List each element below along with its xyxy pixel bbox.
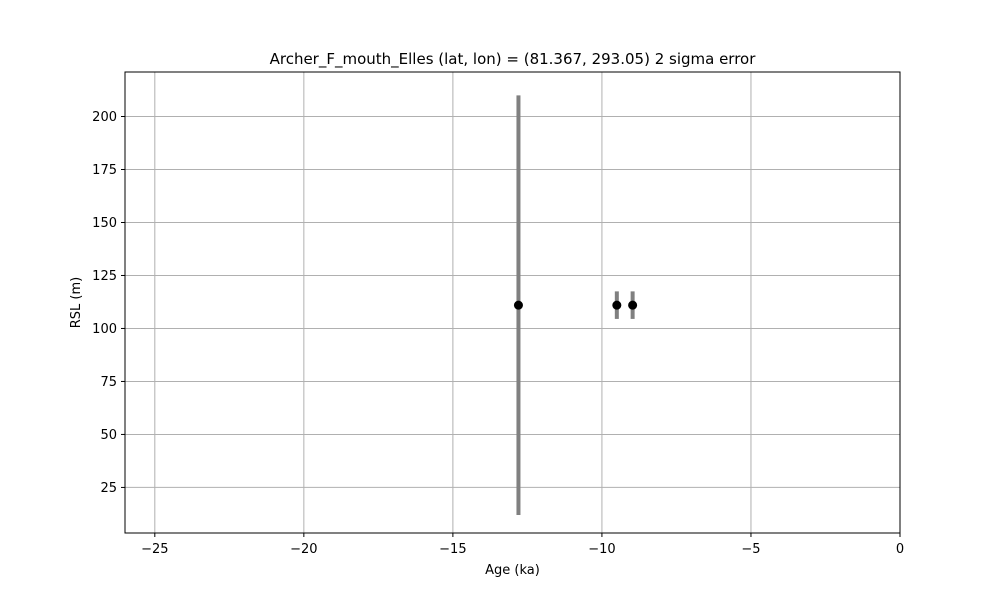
data-point bbox=[612, 300, 622, 310]
y-tick-label: 75 bbox=[100, 375, 117, 390]
y-tick-label: 150 bbox=[92, 216, 117, 231]
y-tick-label: 100 bbox=[92, 322, 117, 337]
x-tick-label: −15 bbox=[439, 542, 466, 557]
chart-title: Archer_F_mouth_Elles (lat, lon) = (81.36… bbox=[270, 50, 757, 69]
x-tick-label: −20 bbox=[290, 542, 317, 557]
x-tick-label: −5 bbox=[741, 542, 760, 557]
data-points bbox=[513, 300, 638, 310]
y-axis-ticks: 25 50 75 100 125 150 175 200 bbox=[92, 110, 125, 496]
x-axis-ticks: −25 −20 −15 −10 −5 0 bbox=[141, 533, 904, 557]
data-point bbox=[628, 300, 638, 310]
x-tick-label: −25 bbox=[141, 542, 168, 557]
x-tick-label: 0 bbox=[896, 542, 904, 557]
y-axis-label: RSL (m) bbox=[69, 277, 84, 328]
grid-lines bbox=[125, 72, 901, 533]
y-tick-label: 200 bbox=[92, 110, 117, 125]
y-tick-label: 25 bbox=[100, 481, 117, 496]
y-tick-label: 50 bbox=[100, 428, 117, 443]
x-axis-label: Age (ka) bbox=[485, 563, 540, 578]
y-tick-label: 175 bbox=[92, 163, 117, 178]
plot-frame bbox=[124, 71, 901, 534]
x-tick-label: −10 bbox=[588, 542, 615, 557]
data-point bbox=[513, 300, 523, 310]
y-tick-label: 125 bbox=[92, 269, 117, 284]
